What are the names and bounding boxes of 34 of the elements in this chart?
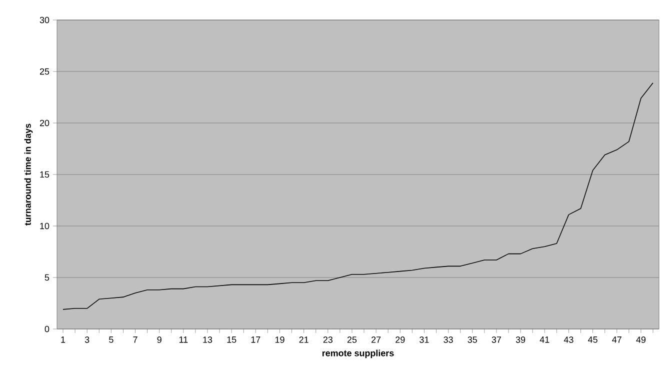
y-tick-label: 30 bbox=[40, 16, 50, 24]
x-tick-label: 37 bbox=[492, 336, 501, 343]
y-tick-label: 0 bbox=[44, 326, 50, 332]
x-tick-label: 27 bbox=[372, 336, 381, 343]
x-tick-label: 23 bbox=[323, 336, 332, 343]
x-tick-label: 31 bbox=[420, 336, 429, 343]
x-tick-label: 25 bbox=[347, 336, 357, 343]
x-tick-label: 5 bbox=[109, 336, 114, 343]
x-tick-label: 43 bbox=[564, 336, 574, 343]
y-tick-label: 25 bbox=[40, 68, 50, 75]
y-tick-label: 10 bbox=[40, 222, 50, 230]
x-tick-label: 11 bbox=[179, 336, 188, 343]
y-tick-label: 15 bbox=[40, 171, 50, 178]
y-axis-title: turnaround time in days bbox=[24, 124, 33, 226]
x-tick-label: 29 bbox=[396, 336, 405, 343]
x-tick-label: 7 bbox=[133, 336, 138, 343]
x-tick-label: 45 bbox=[588, 336, 598, 343]
x-tick-label: 21 bbox=[299, 336, 308, 343]
x-tick-label: 9 bbox=[157, 336, 162, 343]
x-tick-label: 49 bbox=[636, 336, 646, 343]
x-tick-label: 33 bbox=[444, 336, 453, 343]
x-tick-label: 35 bbox=[468, 336, 477, 343]
x-tick-label: 39 bbox=[516, 336, 526, 343]
x-tick-label: 15 bbox=[227, 336, 236, 343]
x-tick-label: 1 bbox=[61, 336, 66, 343]
y-tick-label: 20 bbox=[40, 120, 50, 126]
x-tick-label: 47 bbox=[612, 336, 622, 343]
x-axis-title: remote suppliers bbox=[322, 350, 394, 358]
x-tick-label: 3 bbox=[84, 336, 90, 343]
x-tick-label: 13 bbox=[203, 336, 212, 343]
x-tick-label: 17 bbox=[251, 336, 260, 343]
y-tick-label: 5 bbox=[44, 274, 50, 281]
x-tick-label: 41 bbox=[540, 336, 550, 343]
x-tick-label: 19 bbox=[275, 336, 284, 343]
